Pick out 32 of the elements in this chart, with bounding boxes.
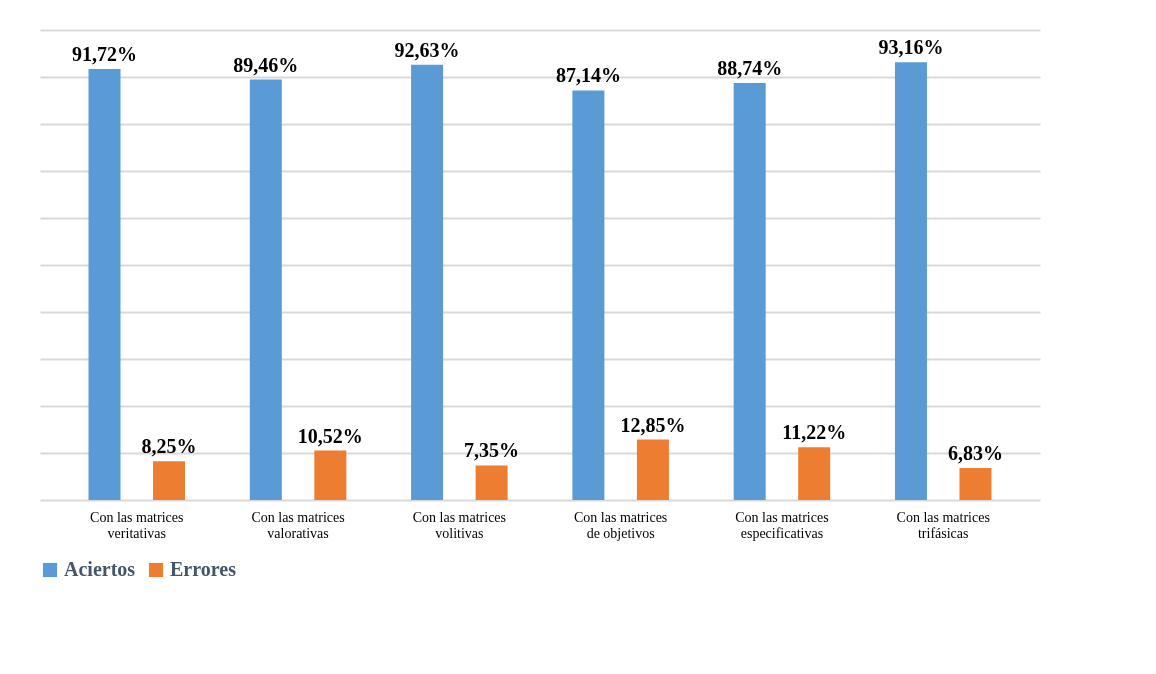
x-tick-label: Con las matrices valorativas — [251, 509, 345, 541]
data-label: 10,52% — [297, 424, 363, 447]
bar — [798, 447, 831, 500]
bar — [733, 82, 766, 500]
x-tick-label: Con las matrices de objetivos — [573, 509, 668, 541]
x-tick-label: Con las matrices volitivas — [412, 509, 507, 541]
bar — [249, 79, 282, 500]
bar — [894, 62, 927, 500]
data-label: 88,74% — [717, 56, 783, 79]
x-tick-label: Con las matrices trifásicas — [896, 509, 990, 541]
data-label: 87,14% — [555, 64, 621, 87]
data-label: 7,35% — [464, 439, 520, 462]
data-label: 11,22% — [782, 421, 847, 444]
data-label: 6,83% — [947, 441, 1003, 464]
bar — [153, 461, 186, 500]
bar — [572, 90, 605, 500]
bar — [314, 450, 347, 500]
data-label: 89,46% — [233, 53, 299, 76]
data-label: 91,72% — [72, 42, 138, 65]
bar — [411, 64, 444, 500]
bar — [475, 465, 508, 500]
data-label: 92,63% — [394, 38, 460, 61]
data-label: 12,85% — [620, 413, 686, 436]
legend-label: Errores — [170, 558, 237, 580]
bar — [959, 467, 992, 500]
bar — [636, 439, 669, 500]
data-label: 8,25% — [141, 435, 197, 458]
bar — [88, 68, 121, 500]
legend-label: Aciertos — [64, 558, 136, 580]
data-label: 93,16% — [878, 36, 944, 59]
x-tick-label: Con las matrices veritativas — [90, 509, 184, 541]
x-tick-label: Con las matrices especificativas — [735, 509, 829, 541]
